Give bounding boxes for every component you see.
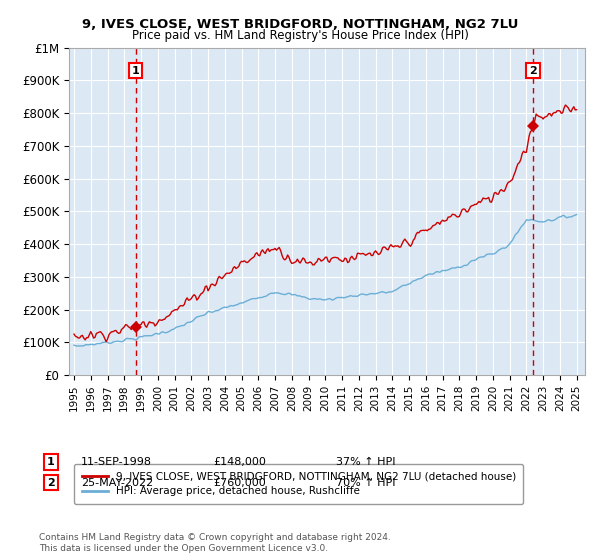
Text: 2: 2 (47, 478, 55, 488)
Text: 1: 1 (132, 66, 140, 76)
Text: Contains HM Land Registry data © Crown copyright and database right 2024.
This d: Contains HM Land Registry data © Crown c… (39, 533, 391, 553)
Text: 11-SEP-1998: 11-SEP-1998 (81, 457, 152, 467)
Text: 1: 1 (47, 457, 55, 467)
Text: 37% ↑ HPI: 37% ↑ HPI (336, 457, 395, 467)
Text: 2: 2 (529, 66, 537, 76)
Text: £148,000: £148,000 (213, 457, 266, 467)
Legend: 9, IVES CLOSE, WEST BRIDGFORD, NOTTINGHAM, NG2 7LU (detached house), HPI: Averag: 9, IVES CLOSE, WEST BRIDGFORD, NOTTINGHA… (74, 464, 523, 504)
Text: £760,000: £760,000 (213, 478, 266, 488)
Text: 9, IVES CLOSE, WEST BRIDGFORD, NOTTINGHAM, NG2 7LU: 9, IVES CLOSE, WEST BRIDGFORD, NOTTINGHA… (82, 18, 518, 31)
Text: 25-MAY-2022: 25-MAY-2022 (81, 478, 153, 488)
Text: Price paid vs. HM Land Registry's House Price Index (HPI): Price paid vs. HM Land Registry's House … (131, 29, 469, 42)
Text: 70% ↑ HPI: 70% ↑ HPI (336, 478, 395, 488)
